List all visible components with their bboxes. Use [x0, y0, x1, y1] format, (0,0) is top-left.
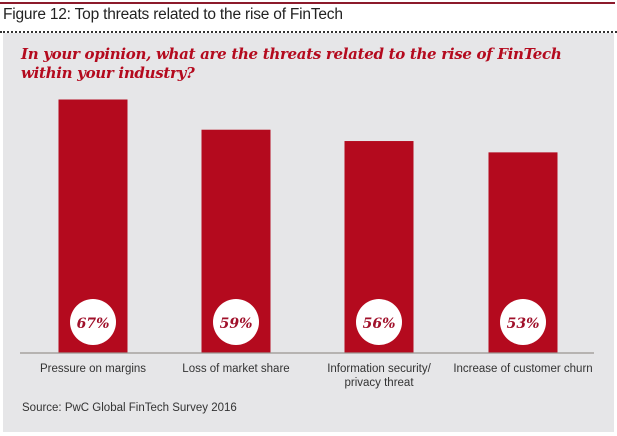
x-tick-label: Pressure on margins [40, 363, 146, 375]
x-tick-label-line: privacy threat [344, 377, 414, 389]
x-tick-label-line: Increase of customer churn [453, 363, 592, 375]
value-badge-circle [213, 299, 259, 345]
chart-panel: In your opinion, what are the threats re… [3, 33, 614, 432]
x-tick-label-line: Loss of market share [182, 363, 289, 375]
x-tick-label: Loss of market share [182, 363, 289, 375]
x-tick-label: Increase of customer churn [453, 363, 592, 375]
x-tick-label: Information security/privacy threat [327, 363, 431, 389]
source-note: Source: PwC Global FinTech Survey 2016 [22, 402, 237, 414]
data-label: 59% [220, 316, 253, 332]
top-accent-rule [0, 2, 615, 4]
chart-question: In your opinion, what are the threats re… [21, 45, 562, 82]
data-label: 56% [363, 316, 396, 332]
data-label: 53% [507, 316, 540, 332]
bar-chart: 67% 59% 56% 53% Pressure on margins Loss of … [20, 99, 594, 389]
x-tick-label-line: Pressure on margins [40, 363, 146, 375]
value-badge-circle [70, 299, 116, 345]
dotted-divider [0, 31, 617, 33]
x-tick-label-line: Information security/ [327, 363, 431, 375]
value-badge-circle [356, 299, 402, 345]
data-label: 67% [77, 316, 110, 332]
figure-title: Figure 12: Top threats related to the ri… [3, 6, 343, 23]
value-badge-circle [500, 299, 546, 345]
